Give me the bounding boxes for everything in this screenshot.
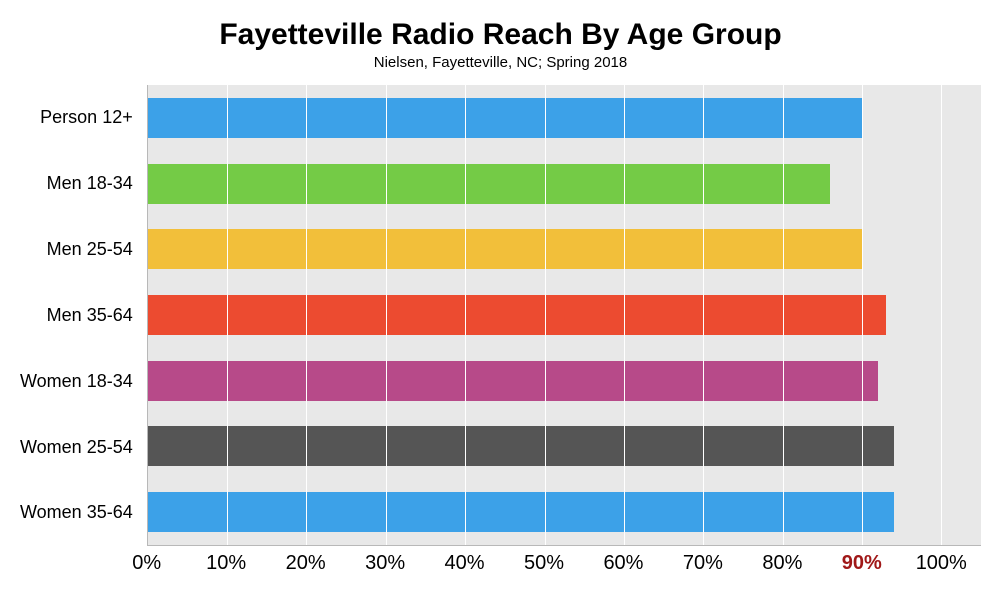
gridline [941, 85, 942, 545]
gridline [783, 85, 784, 545]
chart-subtitle: Nielsen, Fayetteville, NC; Spring 2018 [20, 54, 981, 71]
bar [148, 229, 862, 269]
y-axis-label: Men 35-64 [20, 305, 133, 326]
x-tick-label: 90% [842, 552, 882, 575]
x-tick-label: 80% [762, 552, 802, 575]
gridline [306, 85, 307, 545]
gridline [227, 85, 228, 545]
y-axis-label: Person 12+ [20, 107, 133, 128]
x-tick-label: 70% [683, 552, 723, 575]
bar [148, 361, 878, 401]
x-tick-label: 0% [132, 552, 161, 575]
x-tick-label: 40% [445, 552, 485, 575]
gridline [703, 85, 704, 545]
bar [148, 295, 886, 335]
plot-wrap: Person 12+ Men 18-34 Men 25-54 Men 35-64 Wom… [20, 85, 981, 580]
chart-container: Fayetteville Radio Reach By Age Group Ni… [0, 0, 1001, 590]
x-axis: 0%10%20%30%40%50%60%70%80%90%100% [147, 546, 981, 580]
x-tick-label: 20% [286, 552, 326, 575]
chart-title: Fayetteville Radio Reach By Age Group [20, 18, 981, 52]
gridline [624, 85, 625, 545]
gridline [386, 85, 387, 545]
bar [148, 98, 862, 138]
x-tick-label: 60% [603, 552, 643, 575]
y-axis-label: Women 25-54 [20, 437, 133, 458]
x-tick-label: 50% [524, 552, 564, 575]
y-axis-label: Women 35-64 [20, 502, 133, 523]
bar [148, 164, 830, 204]
x-tick-label: 30% [365, 552, 405, 575]
x-tick-label: 100% [916, 552, 967, 575]
y-axis-label: Men 25-54 [20, 239, 133, 260]
gridline [545, 85, 546, 545]
x-tick-label: 10% [206, 552, 246, 575]
y-axis-label: Men 18-34 [20, 173, 133, 194]
bars-group [148, 85, 981, 545]
y-axis-labels: Person 12+ Men 18-34 Men 25-54 Men 35-64 Wom… [20, 85, 147, 580]
plot-area [147, 85, 981, 546]
gridline [465, 85, 466, 545]
gridline [862, 85, 863, 545]
plot-column: 0%10%20%30%40%50%60%70%80%90%100% [147, 85, 981, 580]
y-axis-label: Women 18-34 [20, 371, 133, 392]
